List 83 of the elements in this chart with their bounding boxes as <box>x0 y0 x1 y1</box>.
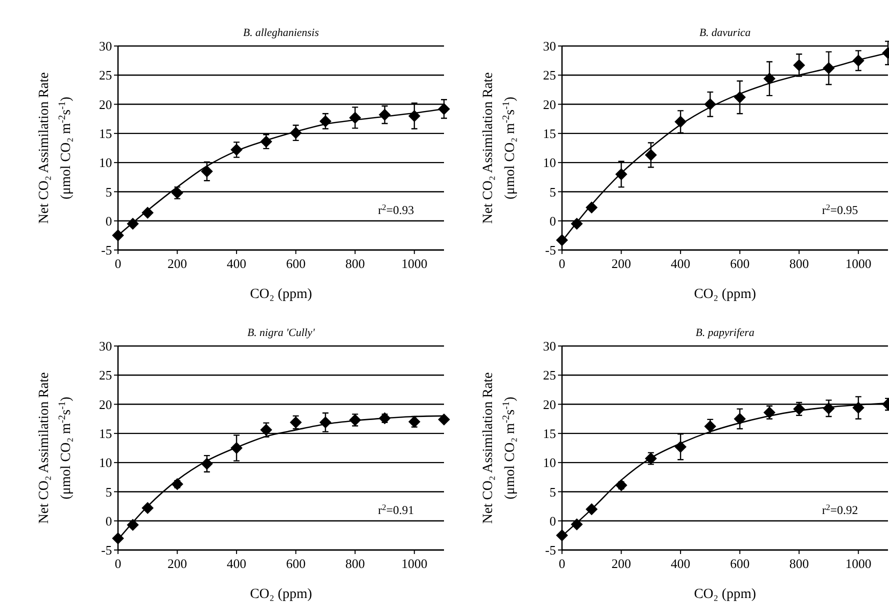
y-tick-label: 20 <box>543 396 556 412</box>
point <box>112 532 124 544</box>
x-axis-title: CO₂ (ppm) <box>694 287 756 302</box>
x-tick-label: 200 <box>168 256 188 271</box>
y-tick-label: 0 <box>106 213 112 228</box>
point <box>112 229 124 242</box>
x-tick-label: 1000 <box>845 556 872 571</box>
x-tick-label: 600 <box>286 256 306 271</box>
x-tick-label: 600 <box>286 556 306 571</box>
y-tick-label: 15 <box>99 426 112 441</box>
point <box>200 165 213 178</box>
x-tick-label: 1000 <box>845 256 872 271</box>
point <box>438 413 450 426</box>
y-tick-label: 30 <box>543 38 556 54</box>
point <box>260 424 272 436</box>
y-tick-label: 10 <box>99 155 112 170</box>
x-tick-label: 200 <box>612 256 632 271</box>
x-tick-label: 200 <box>612 556 632 571</box>
y-tick-label: 15 <box>543 126 556 141</box>
x-tick-label: 200 <box>168 556 188 571</box>
y-tick-label: 5 <box>550 484 556 500</box>
x-tick-label: 1000 <box>401 556 428 571</box>
y-tick-label: -5 <box>545 542 556 558</box>
point <box>171 478 184 490</box>
x-axis-title: CO₂ (ppm) <box>694 587 756 602</box>
point <box>763 72 776 85</box>
y-tick-label: 10 <box>543 455 556 470</box>
chart-title: B. nigra 'Cully' <box>247 327 316 339</box>
annotation: r$^{2}$=0.92 <box>822 502 858 517</box>
x-tick-label: 800 <box>345 556 365 571</box>
point <box>704 420 716 432</box>
x-axis-title: CO₂ (ppm) <box>250 287 312 302</box>
point <box>556 529 568 542</box>
y-tick-label: 30 <box>99 338 112 354</box>
point <box>408 416 420 428</box>
chart-title: B. davurica <box>699 27 752 39</box>
y-tick-label: 5 <box>106 484 112 500</box>
x-tick-label: 800 <box>345 256 365 271</box>
y-tick-label: 10 <box>543 155 556 170</box>
y-tick-label: 25 <box>99 68 112 83</box>
annotation: r$^{2}$=0.91 <box>378 502 414 517</box>
point <box>763 406 776 418</box>
y-tick-label: 25 <box>543 368 556 383</box>
x-tick-label: 800 <box>789 556 809 571</box>
y-tick-label: 10 <box>99 455 112 470</box>
point <box>734 412 746 425</box>
y-tick-label: 5 <box>106 184 112 200</box>
y-tick-label: -5 <box>545 242 556 258</box>
y-tick-label: 20 <box>543 96 556 112</box>
chart-title: B. papyrifera <box>696 327 755 339</box>
point <box>438 102 450 115</box>
y-tick-label: 25 <box>99 368 112 383</box>
x-tick-label: 800 <box>789 256 809 271</box>
y-tick-label: 15 <box>99 126 112 141</box>
y-tick-label: -5 <box>101 542 112 558</box>
y-tick-label: 0 <box>550 213 556 228</box>
point <box>793 59 806 72</box>
y-tick-label: 25 <box>543 68 556 83</box>
x-tick-label: 400 <box>226 556 246 571</box>
y-tick-label: -5 <box>101 242 112 258</box>
annotation: r$^{2}$=0.95 <box>822 202 858 217</box>
y-tick-label: 0 <box>550 513 556 528</box>
x-axis-title: CO₂ (ppm) <box>250 587 312 602</box>
point <box>556 234 568 246</box>
x-tick-label: 600 <box>730 256 750 271</box>
y-tick-label: 30 <box>99 38 112 54</box>
x-tick-label: 1000 <box>401 256 428 271</box>
x-tick-label: 400 <box>670 556 690 571</box>
y-tick-label: 20 <box>99 396 112 412</box>
x-tick-label: 400 <box>670 256 690 271</box>
point <box>290 416 302 428</box>
x-tick-label: 400 <box>226 256 246 271</box>
chart-title: B. alleghaniensis <box>243 27 319 39</box>
x-tick-label: 600 <box>730 556 750 571</box>
y-tick-label: 15 <box>543 426 556 441</box>
y-tick-label: 30 <box>543 338 556 354</box>
y-tick-label: 0 <box>106 513 112 528</box>
point <box>644 148 657 161</box>
point <box>615 479 628 492</box>
point <box>171 186 184 199</box>
y-tick-label: 5 <box>550 184 556 200</box>
annotation: r$^{2}$=0.93 <box>378 202 414 217</box>
y-tick-label: 20 <box>99 96 112 112</box>
